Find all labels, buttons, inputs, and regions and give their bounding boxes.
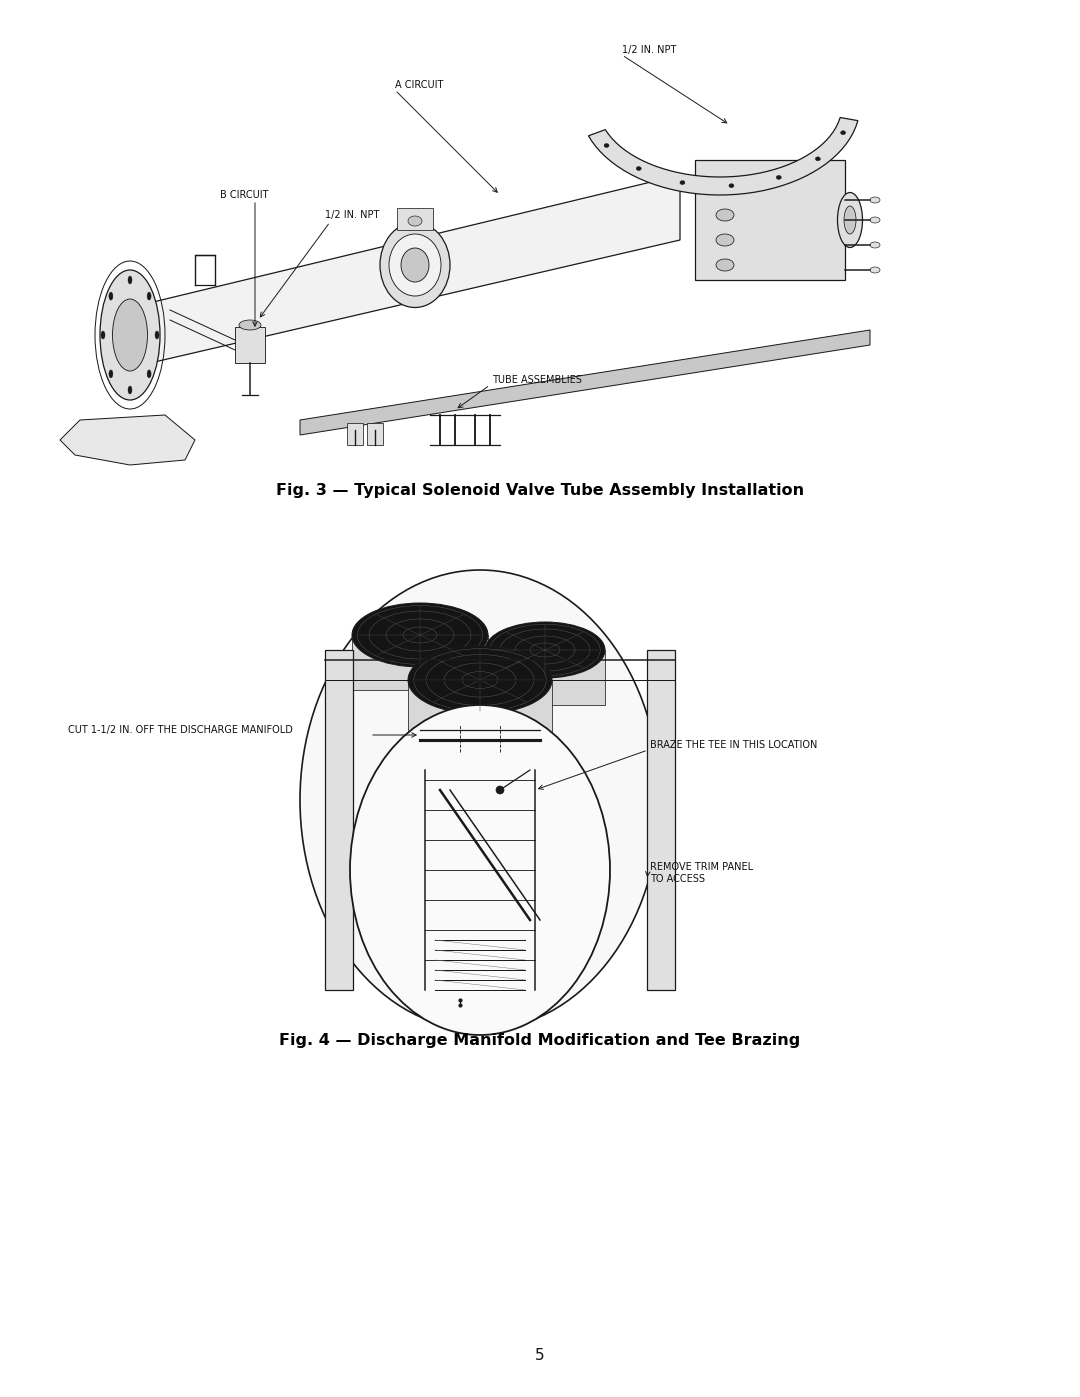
Text: A CIRCUIT: A CIRCUIT — [395, 80, 444, 89]
Text: B CIRCUIT: B CIRCUIT — [220, 190, 269, 200]
Ellipse shape — [401, 249, 429, 282]
FancyBboxPatch shape — [647, 650, 675, 990]
FancyBboxPatch shape — [235, 327, 265, 363]
Ellipse shape — [350, 705, 610, 1035]
Ellipse shape — [604, 144, 609, 148]
FancyBboxPatch shape — [352, 636, 488, 690]
Ellipse shape — [496, 787, 504, 793]
Text: 5: 5 — [536, 1348, 544, 1362]
Ellipse shape — [815, 156, 821, 161]
Ellipse shape — [147, 292, 151, 300]
Text: CUT 1-1/2 IN. OFF THE DISCHARGE MANIFOLD: CUT 1-1/2 IN. OFF THE DISCHARGE MANIFOLD — [68, 725, 293, 735]
Ellipse shape — [870, 242, 880, 249]
Ellipse shape — [870, 197, 880, 203]
FancyBboxPatch shape — [408, 680, 552, 735]
Ellipse shape — [636, 166, 642, 170]
Text: 1/2 IN. NPT: 1/2 IN. NPT — [622, 45, 676, 54]
Ellipse shape — [239, 320, 261, 330]
Ellipse shape — [870, 217, 880, 224]
Ellipse shape — [129, 277, 132, 284]
Ellipse shape — [100, 270, 160, 400]
Ellipse shape — [680, 180, 685, 184]
Ellipse shape — [352, 604, 488, 666]
Ellipse shape — [109, 370, 113, 379]
Text: Fig. 4 — Discharge Manifold Modification and Tee Brazing: Fig. 4 — Discharge Manifold Modification… — [280, 1032, 800, 1048]
Ellipse shape — [840, 131, 846, 134]
Ellipse shape — [380, 222, 450, 307]
Text: 1/2 IN. NPT: 1/2 IN. NPT — [325, 210, 379, 219]
Ellipse shape — [147, 370, 151, 379]
FancyBboxPatch shape — [367, 423, 383, 446]
Ellipse shape — [837, 193, 863, 247]
Ellipse shape — [408, 645, 552, 714]
Ellipse shape — [102, 331, 105, 339]
Ellipse shape — [777, 176, 781, 179]
Text: REMOVE TRIM PANEL
TO ACCESS: REMOVE TRIM PANEL TO ACCESS — [650, 862, 753, 883]
Polygon shape — [589, 117, 858, 196]
Ellipse shape — [716, 258, 734, 271]
Ellipse shape — [729, 183, 734, 187]
Ellipse shape — [485, 622, 605, 678]
FancyBboxPatch shape — [696, 161, 845, 279]
Text: BRAZE THE TEE IN THIS LOCATION: BRAZE THE TEE IN THIS LOCATION — [650, 740, 818, 750]
Polygon shape — [120, 175, 680, 370]
FancyBboxPatch shape — [397, 208, 433, 231]
Ellipse shape — [870, 267, 880, 272]
Ellipse shape — [408, 217, 422, 226]
Polygon shape — [300, 330, 870, 434]
Text: Fig. 3 — Typical Solenoid Valve Tube Assembly Installation: Fig. 3 — Typical Solenoid Valve Tube Ass… — [275, 482, 805, 497]
Polygon shape — [60, 415, 195, 465]
Text: TUBE ASSEMBLIES: TUBE ASSEMBLIES — [492, 374, 582, 386]
Ellipse shape — [129, 386, 132, 394]
Ellipse shape — [716, 235, 734, 246]
Ellipse shape — [843, 205, 856, 235]
Ellipse shape — [112, 299, 148, 372]
FancyBboxPatch shape — [485, 650, 605, 705]
Ellipse shape — [389, 235, 441, 296]
Ellipse shape — [300, 570, 660, 1030]
Ellipse shape — [109, 292, 113, 300]
FancyBboxPatch shape — [347, 423, 363, 446]
Ellipse shape — [716, 210, 734, 221]
FancyBboxPatch shape — [325, 650, 353, 990]
Ellipse shape — [156, 331, 159, 339]
